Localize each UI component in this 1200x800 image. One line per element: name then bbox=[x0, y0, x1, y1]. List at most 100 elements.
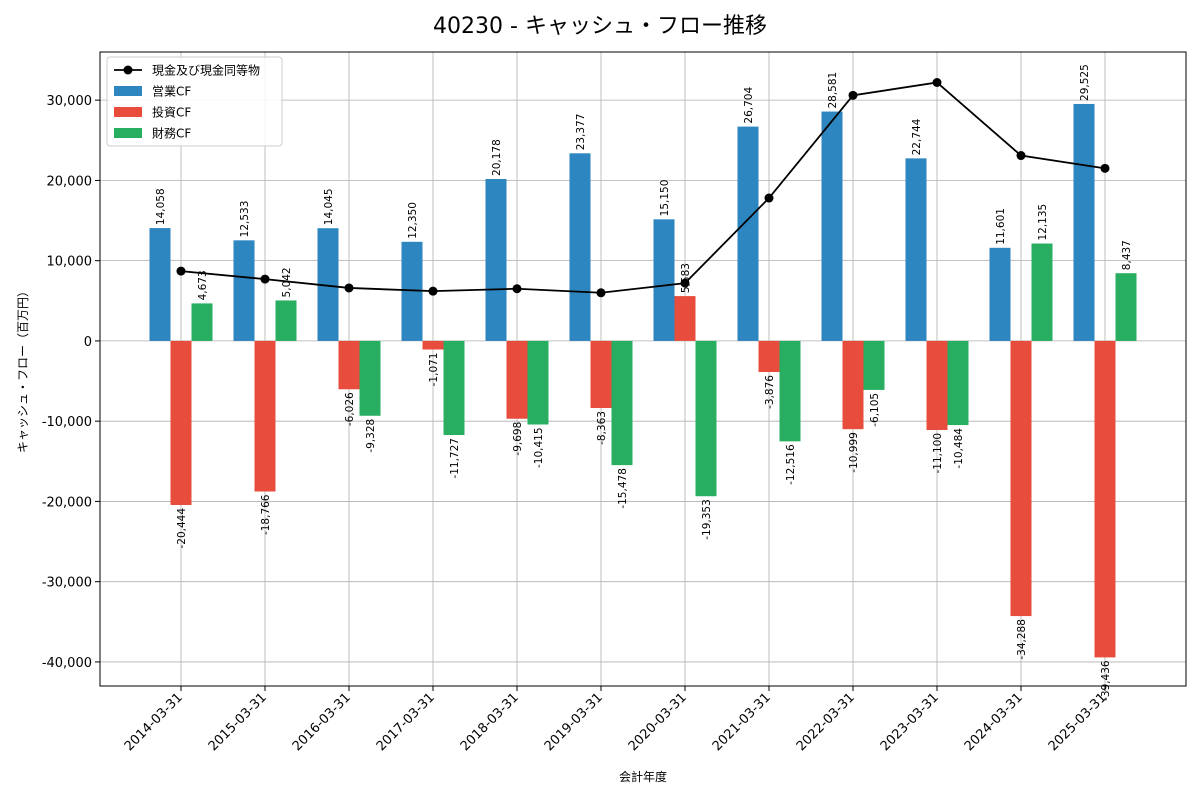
data-label-営業CF: 14,058 bbox=[155, 188, 167, 225]
bar-投資CF bbox=[506, 340, 528, 419]
data-label-投資CF: -39,436 bbox=[1100, 660, 1112, 701]
data-label-財務CF: 4,673 bbox=[197, 270, 209, 300]
bar-財務CF bbox=[359, 340, 381, 416]
bar-営業CF bbox=[485, 178, 507, 341]
y-axis-label: キャッシュ・フロー（百万円） bbox=[16, 285, 30, 453]
bar-営業CF bbox=[821, 111, 843, 341]
data-label-営業CF: 26,704 bbox=[743, 87, 755, 124]
bar-財務CF bbox=[863, 340, 885, 390]
data-label-営業CF: 28,581 bbox=[827, 72, 839, 109]
bar-財務CF bbox=[1115, 273, 1137, 341]
bar-営業CF bbox=[653, 219, 675, 341]
bar-財務CF bbox=[611, 340, 633, 466]
data-label-営業CF: 12,350 bbox=[407, 202, 419, 239]
bar-投資CF bbox=[422, 340, 444, 350]
bar-投資CF bbox=[842, 340, 864, 430]
data-label-財務CF: -9,328 bbox=[365, 419, 377, 453]
data-label-財務CF: 8,437 bbox=[1121, 240, 1133, 270]
data-label-財務CF: 12,135 bbox=[1037, 204, 1049, 241]
cash-balance-line bbox=[180, 81, 1106, 294]
y-tick-label: -30,000 bbox=[42, 576, 92, 591]
bar-layer bbox=[149, 103, 1137, 658]
cash-balance-point bbox=[680, 278, 690, 288]
cash-balance-point bbox=[1100, 163, 1110, 173]
bar-営業CF bbox=[317, 228, 339, 341]
cash-balance-point bbox=[932, 77, 942, 87]
legend-marker-swatch bbox=[123, 65, 133, 75]
y-tick-label: 10,000 bbox=[47, 255, 93, 270]
data-label-営業CF: 11,601 bbox=[995, 208, 1007, 245]
data-label-営業CF: 15,150 bbox=[659, 180, 671, 217]
y-tick-label: -40,000 bbox=[42, 656, 92, 671]
y-tick-label: -20,000 bbox=[42, 495, 92, 510]
cash-balance-point bbox=[176, 266, 186, 276]
bar-投資CF bbox=[338, 340, 360, 390]
data-label-投資CF: -18,766 bbox=[260, 494, 272, 535]
bar-営業CF bbox=[233, 240, 255, 341]
x-axis-label: 会計年度 bbox=[619, 769, 667, 784]
cash-balance-point bbox=[1016, 151, 1026, 161]
legend-bar-swatch bbox=[114, 128, 142, 138]
data-label-営業CF: 29,525 bbox=[1079, 64, 1091, 101]
bar-投資CF bbox=[1010, 340, 1032, 617]
data-label-投資CF: -8,363 bbox=[596, 411, 608, 445]
bar-投資CF bbox=[254, 340, 276, 492]
legend-bar-swatch bbox=[114, 107, 142, 117]
bar-営業CF bbox=[1073, 103, 1095, 341]
bar-投資CF bbox=[590, 340, 612, 409]
data-label-財務CF: -19,353 bbox=[701, 499, 713, 540]
bar-財務CF bbox=[695, 340, 717, 497]
bar-財務CF bbox=[275, 300, 297, 341]
data-label-財務CF: -15,478 bbox=[617, 468, 629, 509]
bar-営業CF bbox=[905, 158, 927, 341]
legend-label: 投資CF bbox=[152, 105, 191, 120]
y-tick-label: 30,000 bbox=[47, 94, 93, 109]
bar-財務CF bbox=[779, 340, 801, 442]
legend-label: 営業CF bbox=[152, 85, 191, 99]
data-label-投資CF: -1,071 bbox=[428, 353, 440, 387]
data-label-営業CF: 22,744 bbox=[911, 118, 923, 155]
bar-営業CF bbox=[401, 241, 423, 341]
data-label-投資CF: -6,026 bbox=[344, 392, 356, 426]
chart-title: 40230 - キャッシュ・フロー推移 bbox=[433, 14, 767, 39]
data-label-投資CF: -9,698 bbox=[512, 422, 524, 456]
bar-財務CF bbox=[947, 340, 969, 426]
data-label-財務CF: 5,042 bbox=[281, 267, 293, 297]
bar-財務CF bbox=[1031, 243, 1053, 341]
legend-label: 財務CF bbox=[152, 126, 191, 141]
data-label-財務CF: -6,105 bbox=[869, 393, 881, 427]
data-label-財務CF: -10,484 bbox=[953, 428, 965, 469]
data-label-営業CF: 23,377 bbox=[575, 114, 587, 151]
plot-area-frame bbox=[99, 51, 1187, 687]
cash-balance-point bbox=[512, 284, 522, 294]
bar-営業CF bbox=[989, 247, 1011, 341]
bar-投資CF bbox=[170, 340, 192, 505]
data-label-財務CF: -10,415 bbox=[533, 427, 545, 468]
y-tick-label: 20,000 bbox=[47, 174, 93, 189]
data-label-営業CF: 20,178 bbox=[491, 139, 503, 176]
legend-label: 現金及び現金同等物 bbox=[152, 63, 260, 78]
bar-投資CF bbox=[926, 340, 948, 430]
cash-balance-point bbox=[848, 90, 858, 100]
legend-bar-swatch bbox=[114, 86, 142, 96]
bar-営業CF bbox=[569, 153, 591, 341]
data-label-営業CF: 14,045 bbox=[323, 188, 335, 225]
cash-balance-point bbox=[596, 288, 606, 298]
data-label-layer: 14,058 12,533 14,045 12,350 20,178 23,377 15,1… bbox=[155, 64, 1133, 701]
y-tick-label: -10,000 bbox=[42, 415, 92, 430]
cash-balance-point bbox=[428, 286, 438, 296]
data-label-投資CF: -11,100 bbox=[932, 433, 944, 474]
data-label-営業CF: 12,533 bbox=[239, 201, 251, 238]
bar-投資CF bbox=[1094, 340, 1116, 658]
line-layer bbox=[176, 77, 1110, 298]
bar-営業CF bbox=[149, 228, 171, 341]
data-label-投資CF: 5,583 bbox=[680, 263, 692, 293]
cash-balance-point bbox=[344, 283, 354, 293]
bar-投資CF bbox=[674, 296, 696, 341]
bar-財務CF bbox=[527, 340, 549, 425]
bar-財務CF bbox=[191, 303, 213, 341]
data-label-投資CF: -20,444 bbox=[176, 508, 188, 549]
cash-balance-point bbox=[764, 193, 774, 203]
